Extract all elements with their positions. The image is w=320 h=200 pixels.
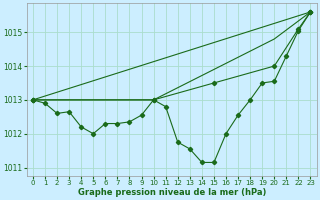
X-axis label: Graphe pression niveau de la mer (hPa): Graphe pression niveau de la mer (hPa): [77, 188, 266, 197]
